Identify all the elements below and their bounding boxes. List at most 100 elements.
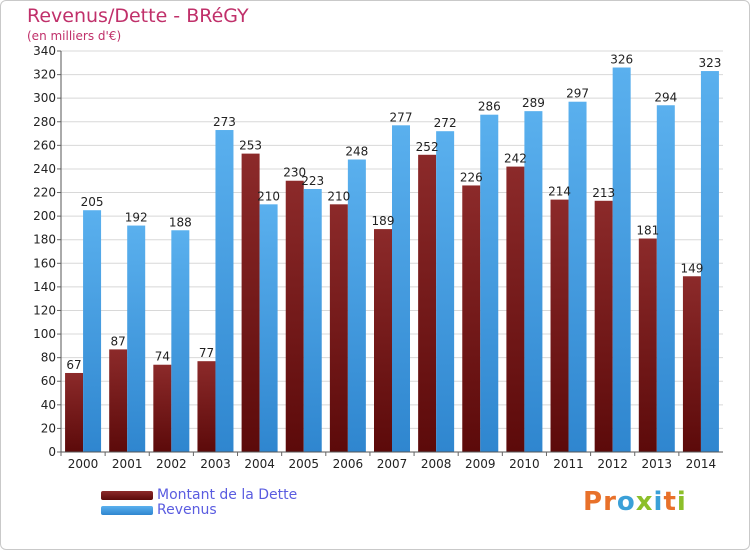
- data-label-revenus: 286: [478, 100, 501, 114]
- x-tick-label: 2004: [244, 457, 275, 471]
- bar-dette: [329, 204, 348, 452]
- x-tick-label: 2009: [465, 457, 496, 471]
- legend-label-revenus: Revenus: [157, 502, 217, 518]
- legend-item-dette: Montant de la Dette: [101, 487, 297, 503]
- y-tick-label: 120: [33, 303, 56, 317]
- y-tick-label: 300: [33, 91, 56, 105]
- bar-revenus: [656, 105, 675, 453]
- data-label-revenus: 223: [301, 174, 324, 188]
- legend-swatch-revenus: [101, 505, 153, 515]
- chart-title: Revenus/Dette - BRéGY: [27, 5, 249, 27]
- bar-revenus: [127, 225, 146, 452]
- bar-dette: [153, 364, 172, 452]
- data-label-dette: 181: [636, 224, 659, 238]
- bar-revenus: [303, 188, 322, 452]
- data-label-dette: 67: [66, 358, 81, 372]
- data-label-revenus: 272: [434, 116, 457, 130]
- data-label-dette: 242: [504, 152, 527, 166]
- y-tick-label: 40: [41, 398, 56, 412]
- x-tick-label: 2008: [421, 457, 452, 471]
- logo-letter: o: [616, 487, 636, 517]
- x-tick-label: 2011: [553, 457, 584, 471]
- y-tick-label: 260: [33, 138, 56, 152]
- logo-letter: t: [663, 487, 677, 517]
- y-tick-label: 340: [33, 44, 56, 58]
- bar-dette: [197, 361, 216, 452]
- data-label-revenus: 294: [654, 90, 677, 104]
- bar-dette: [374, 229, 392, 452]
- chart-subtitle: (en milliers d'€): [27, 29, 122, 43]
- bar-revenus: [436, 131, 455, 452]
- bar-dette: [462, 185, 481, 452]
- legend-label-dette: Montant de la Dette: [157, 487, 298, 503]
- data-label-dette: 77: [199, 346, 214, 360]
- bar-revenus: [83, 210, 102, 452]
- data-label-dette: 226: [460, 170, 483, 184]
- logo-letter: r: [603, 487, 617, 517]
- bar-dette: [550, 199, 569, 452]
- bar-revenus: [480, 114, 499, 452]
- data-label-revenus: 297: [566, 87, 589, 101]
- x-tick-label: 2000: [68, 457, 99, 471]
- data-label-revenus: 277: [390, 110, 413, 124]
- bar-dette: [506, 166, 525, 453]
- data-label-revenus: 248: [345, 145, 368, 159]
- bar-dette: [594, 200, 613, 452]
- bar-dette: [109, 349, 128, 452]
- bar-dette: [638, 238, 657, 452]
- bar-revenus: [568, 101, 587, 452]
- bar-revenus: [259, 204, 278, 452]
- bar-revenus: [347, 159, 366, 452]
- bar-revenus: [392, 125, 410, 452]
- data-label-dette: 149: [680, 261, 703, 275]
- data-label-revenus: 273: [213, 115, 236, 129]
- data-label-dette: 87: [111, 334, 126, 348]
- y-tick-label: 60: [41, 374, 56, 388]
- x-tick-label: 2012: [597, 457, 628, 471]
- proxiti-logo: Proxiti: [583, 487, 687, 517]
- y-tick-label: 220: [33, 186, 56, 200]
- data-label-dette: 189: [372, 214, 395, 228]
- logo-letter: i: [676, 487, 687, 517]
- data-label-revenus: 188: [169, 215, 192, 229]
- y-tick-label: 180: [33, 233, 56, 247]
- y-tick-label: 280: [33, 115, 56, 129]
- legend-item-revenus: Revenus: [101, 502, 217, 518]
- y-tick-label: 320: [33, 68, 56, 82]
- data-label-revenus: 205: [81, 195, 104, 209]
- data-label-revenus: 192: [125, 211, 148, 225]
- y-tick-label: 140: [33, 280, 56, 294]
- y-tick-label: 0: [48, 445, 56, 459]
- data-label-dette: 210: [327, 189, 350, 203]
- bar-dette: [285, 180, 304, 452]
- x-tick-label: 2014: [686, 457, 717, 471]
- x-tick-label: 2006: [333, 457, 364, 471]
- data-label-dette: 214: [548, 185, 571, 199]
- x-tick-label: 2010: [509, 457, 540, 471]
- data-label-revenus: 326: [610, 53, 633, 67]
- logo-letter: P: [583, 487, 604, 517]
- bar-chart: 6720587192741887727325321023022321024818…: [33, 44, 723, 471]
- bar-dette: [241, 153, 260, 452]
- x-tick-label: 2013: [642, 457, 673, 471]
- data-label-revenus: 289: [522, 96, 545, 110]
- data-label-revenus: 210: [257, 189, 280, 203]
- y-tick-label: 20: [41, 421, 56, 435]
- bar-dette: [65, 372, 84, 452]
- data-label-dette: 213: [592, 186, 615, 200]
- x-tick-label: 2002: [156, 457, 187, 471]
- bar-revenus: [700, 71, 719, 453]
- bar-revenus: [612, 67, 631, 452]
- y-tick-label: 240: [33, 162, 56, 176]
- y-tick-label: 160: [33, 256, 56, 270]
- y-tick-label: 100: [33, 327, 56, 341]
- x-tick-label: 2003: [200, 457, 231, 471]
- bar-dette: [418, 154, 437, 452]
- bar-dette: [682, 276, 701, 452]
- data-label-revenus: 323: [698, 56, 721, 70]
- x-tick-label: 2007: [377, 457, 408, 471]
- logo-letter: i: [653, 487, 664, 517]
- y-tick-label: 80: [41, 351, 56, 365]
- bar-revenus: [215, 130, 234, 453]
